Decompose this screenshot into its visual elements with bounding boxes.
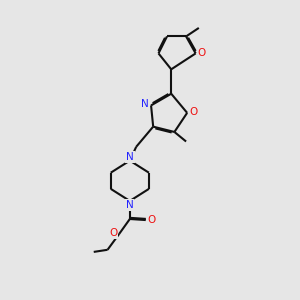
Text: N: N (126, 152, 134, 162)
Text: N: N (125, 200, 133, 210)
Text: O: O (197, 48, 206, 59)
Text: O: O (189, 107, 197, 117)
Text: O: O (148, 215, 156, 225)
Text: O: O (109, 228, 117, 238)
Text: N: N (141, 99, 148, 109)
